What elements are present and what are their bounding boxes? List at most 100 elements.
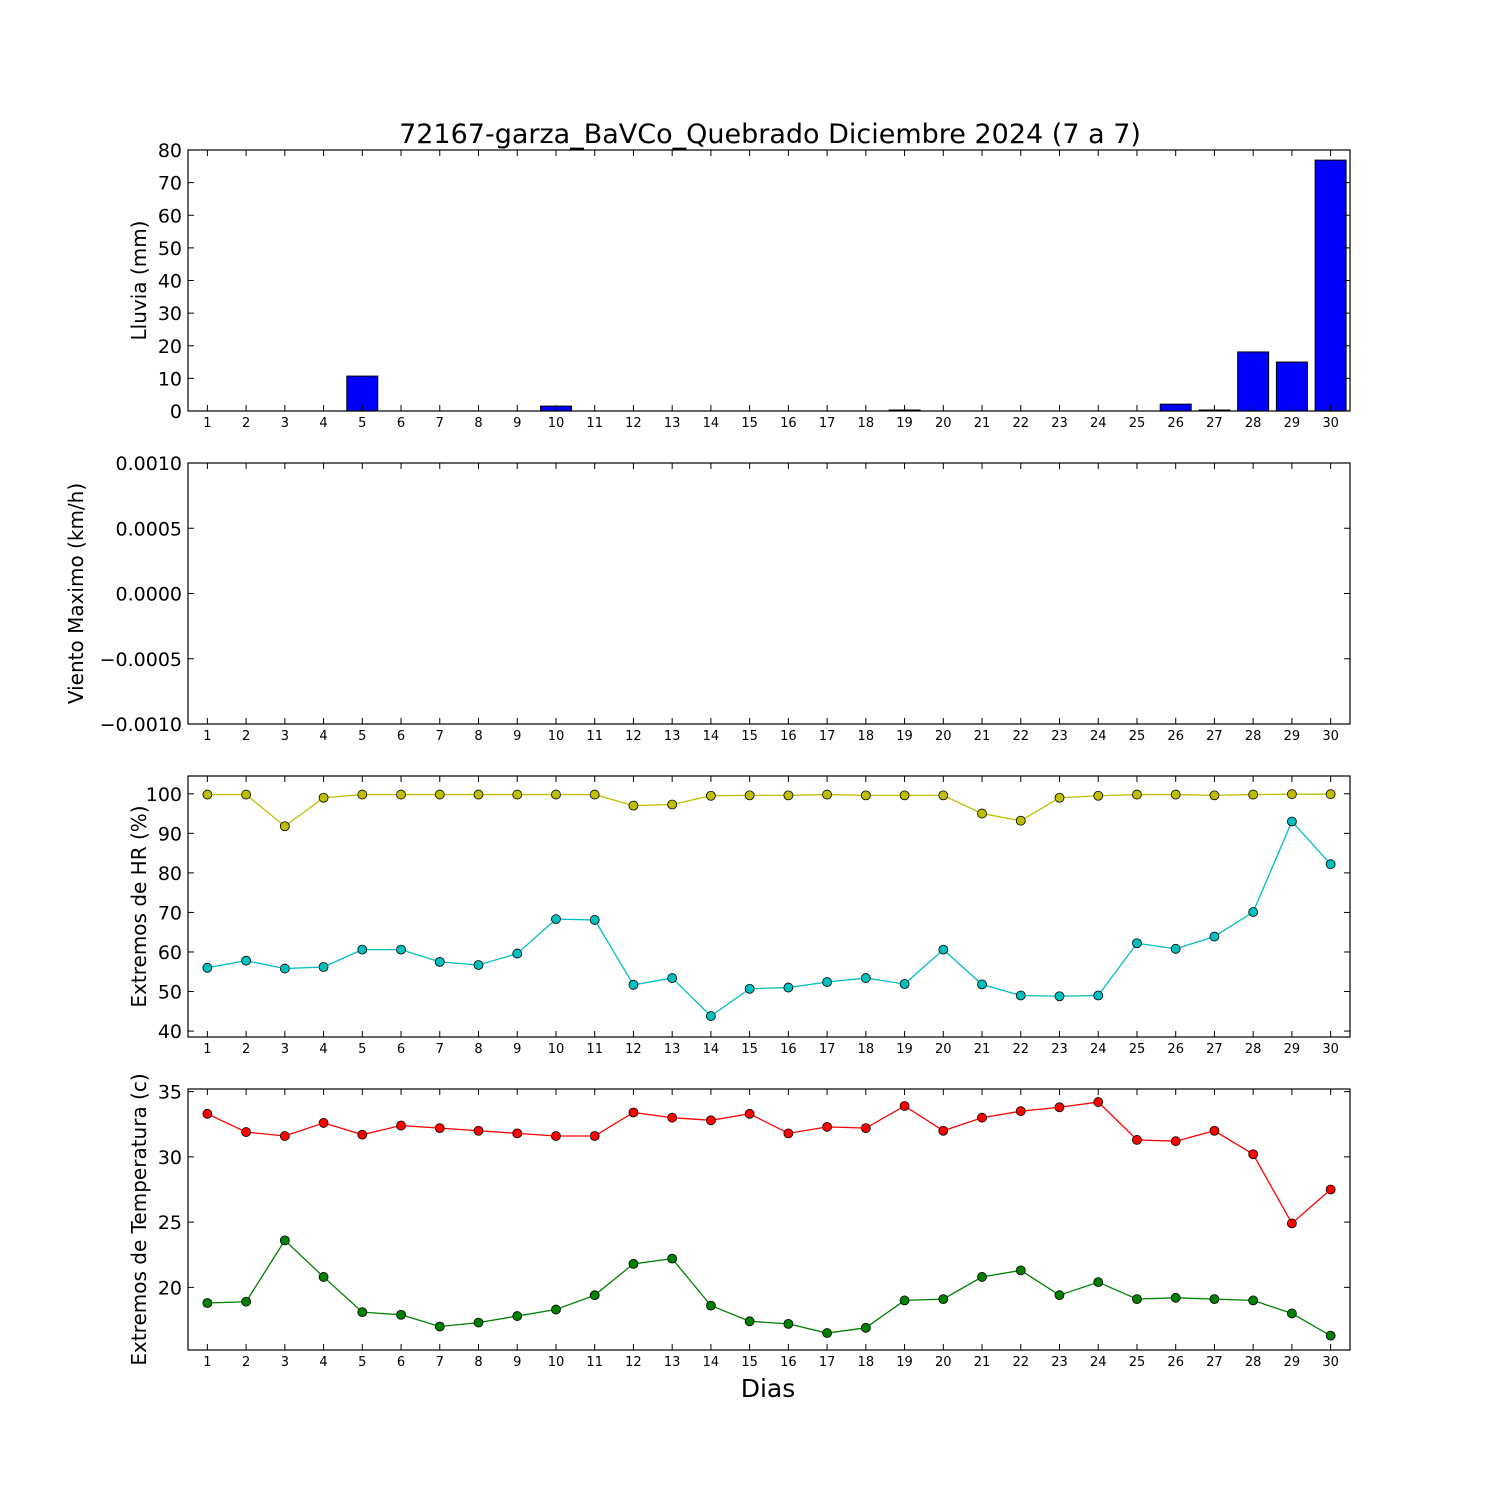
y-tick-label: 60 [158,942,182,964]
x-tick-label: 17 [819,729,836,744]
hr-series-1-point [744,790,755,801]
x-tick-label: 27 [1206,729,1223,744]
x-tick-label: 24 [1090,1042,1107,1057]
hr-series-2-point [783,982,794,993]
x-tick-label: 19 [896,729,913,744]
x-tick-label: 19 [896,1355,913,1370]
y-tick-label: 80 [158,863,182,885]
x-tick-label: 14 [703,729,720,744]
hr-series-1-point [1015,815,1026,826]
x-tick-label: 28 [1245,1355,1262,1370]
x-tick-label: 11 [586,416,603,431]
hr-series-2-point [977,979,987,990]
x-tick-label: 18 [858,416,875,431]
hr-series-1-point [1325,789,1336,800]
x-tick-label: 8 [474,1042,482,1057]
rain-y-axis-label: Lluvia (mm) [127,221,151,341]
y-tick-label: 40 [158,1021,182,1043]
x-tick-label: 26 [1167,729,1184,744]
temp-series-1-point [1054,1102,1065,1113]
x-tick-label: 15 [741,416,758,431]
y-tick-label: 0 [170,401,182,423]
x-tick-label: 26 [1167,1042,1184,1057]
x-tick-label: 9 [513,416,521,431]
x-tick-label: 6 [397,729,405,744]
temp-y-axis-label: Extremos de Temperatura (c) [127,1073,151,1365]
x-tick-label: 24 [1090,416,1107,431]
x-tick-label: 4 [319,729,327,744]
hr-series-1-point [667,799,678,810]
x-tick-label: 30 [1322,1042,1339,1057]
hr-series-1-point [512,789,523,800]
hr-series-1-point [1248,789,1259,800]
temp-series-1-point [1093,1097,1104,1107]
hr-series-1-point [202,789,213,800]
temp-series-2-point [279,1235,290,1246]
x-tick-label: 18 [858,1355,875,1370]
x-tick-label: 24 [1090,1355,1107,1370]
x-tick-label: 9 [513,729,521,744]
x-tick-label: 6 [397,1042,405,1057]
temp-series-2-point [512,1311,523,1321]
x-tick-label: 27 [1206,1355,1223,1370]
x-tick-label: 20 [935,1355,952,1370]
temp-series-2-point [783,1319,794,1329]
hr-series-2-point [318,962,329,972]
x-tick-label: 3 [281,1355,289,1370]
temp-series-1-point [473,1125,484,1136]
x-tick-label: 13 [664,1355,681,1370]
temp-series-1-point [1325,1184,1336,1195]
x-tick-label: 28 [1245,416,1262,431]
x-tick-label: 13 [664,1042,681,1057]
x-tick-label: 7 [436,1042,444,1057]
x-tick-label: 15 [741,1042,758,1057]
x-tick-label: 10 [548,416,565,431]
temp-series-1-point [744,1108,755,1119]
x-tick-label: 11 [586,1355,603,1370]
hr-series-2-point [1287,816,1297,827]
temp-series-2-point [1054,1290,1065,1301]
temp-series-2-point [628,1258,639,1269]
x-tick-label: 2 [242,729,250,744]
x-tick-label: 15 [741,729,758,744]
y-tick-label: 90 [158,823,182,845]
temp-series-2-point [1093,1277,1104,1288]
hr-series-2-point [241,955,252,966]
temp-series-2-point [706,1300,716,1311]
y-tick-label: 0.0005 [116,518,182,540]
temp-axes-frame [187,1088,1351,1351]
hr-series-2-point [473,960,484,970]
x-tick-label: 12 [625,729,642,744]
temp-series-1-point [396,1120,406,1131]
hr-series-2-point [628,979,639,990]
hr-series-2-point [589,915,600,925]
hr-series-2-point [744,983,755,994]
temp-series-1-point [1209,1125,1220,1136]
hr-series-2-point [706,1011,716,1021]
temp-series-2-point [938,1294,949,1305]
y-tick-label: 20 [158,336,182,358]
y-tick-label: 70 [158,902,182,924]
wind-y-axis-label: Viento Maximo (km/h) [64,483,88,704]
x-tick-label: 10 [548,1042,565,1057]
x-tick-label: 30 [1322,1355,1339,1370]
x-tick-label: 12 [625,1355,642,1370]
y-tick-label: −0.0010 [100,714,182,736]
temp-series-1-point [434,1123,445,1134]
x-tick-label: 9 [513,1355,521,1370]
temp-series-1-point [899,1101,910,1111]
x-tick-label: 5 [358,416,366,431]
x-tick-label: 11 [586,1042,603,1057]
y-tick-label: 0.0000 [116,584,182,606]
x-tick-label: 26 [1167,416,1184,431]
hr-series-line-2 [207,820,1332,1017]
hr-series-line-1 [207,793,1331,828]
x-tick-label: 25 [1129,1355,1146,1370]
x-tick-label: 5 [358,1042,366,1057]
rain-axes-frame [187,149,1351,412]
x-tick-label: 22 [1012,416,1029,431]
hr-series-2-point [396,944,406,955]
x-tick-label: 25 [1129,416,1146,431]
temp-series-2-point [1209,1294,1220,1305]
